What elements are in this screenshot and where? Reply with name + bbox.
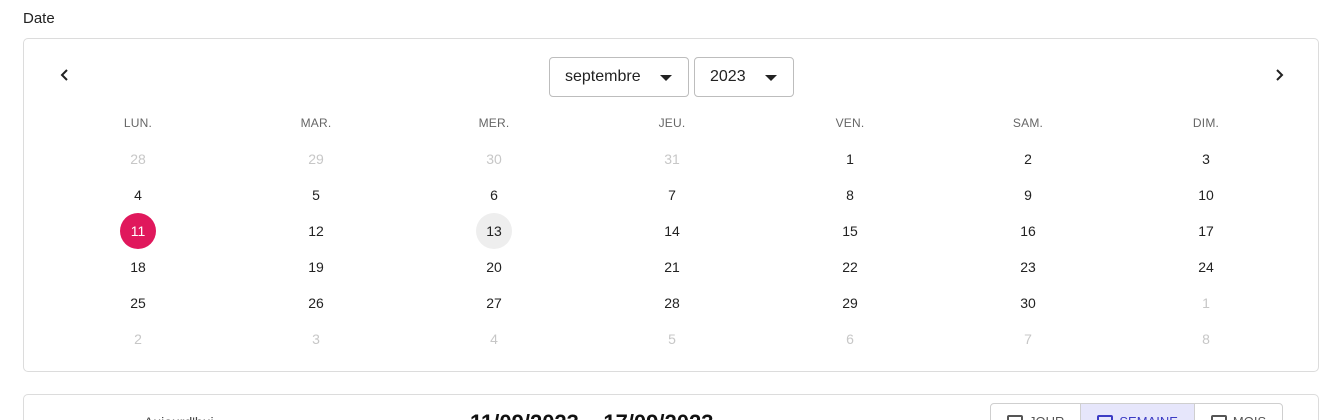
day-cell[interactable]: 17 — [1198, 223, 1214, 239]
next-month-button[interactable] — [1265, 61, 1293, 89]
day-cell[interactable]: 2 — [1024, 151, 1032, 167]
caret-down-icon — [765, 75, 777, 81]
day-cell[interactable]: 27 — [486, 295, 502, 311]
weekday-label: VEN. — [835, 116, 865, 130]
view-month-label: MOIS — [1233, 414, 1266, 420]
date-calendar: septembre 2023 LUN. MAR. MER. JEU. VEN. SAM. D… — [23, 38, 1319, 372]
day-cell-outside-month[interactable]: 5 — [668, 331, 676, 347]
day-cell-outside-month[interactable]: 30 — [486, 151, 502, 167]
view-week-button[interactable]: SEMAINE — [1081, 404, 1195, 420]
previous-week-button[interactable]: ‹ — [46, 413, 52, 420]
weekday-label: DIM. — [1192, 116, 1220, 130]
day-cell[interactable]: 22 — [842, 259, 858, 275]
previous-month-button[interactable] — [51, 61, 79, 89]
day-cell[interactable]: 21 — [664, 259, 680, 275]
day-cell[interactable]: 23 — [1020, 259, 1036, 275]
day-cell[interactable]: 15 — [842, 223, 858, 239]
day-cell[interactable]: 30 — [1020, 295, 1036, 311]
day-cell[interactable]: 4 — [134, 187, 142, 203]
day-cell-today[interactable]: 13 — [476, 213, 512, 249]
month-select-value: septembre — [565, 68, 641, 85]
view-day-label: JOUR — [1029, 414, 1064, 420]
day-cell[interactable]: 5 — [312, 187, 320, 203]
year-select[interactable]: 2023 — [694, 57, 794, 97]
weekday-label: SAM. — [1012, 116, 1044, 130]
day-cell[interactable]: 26 — [308, 295, 324, 311]
day-cell-outside-month[interactable]: 7 — [1024, 331, 1032, 347]
day-cell[interactable]: 28 — [664, 295, 680, 311]
day-cell[interactable]: 8 — [846, 187, 854, 203]
day-cell-outside-month[interactable]: 31 — [664, 151, 680, 167]
day-cell[interactable]: 7 — [668, 187, 676, 203]
weekday-label: JEU. — [658, 116, 686, 130]
day-cell-outside-month[interactable]: 4 — [490, 331, 498, 347]
day-cell[interactable]: 24 — [1198, 259, 1214, 275]
day-cell[interactable]: 14 — [664, 223, 680, 239]
caret-down-icon — [660, 75, 672, 81]
weekday-label: MAR. — [300, 116, 332, 130]
day-cell[interactable]: 6 — [490, 187, 498, 203]
view-week-label: SEMAINE — [1119, 414, 1178, 420]
day-cell[interactable]: 3 — [1202, 151, 1210, 167]
day-cell-outside-month[interactable]: 8 — [1202, 331, 1210, 347]
day-cell-outside-month[interactable]: 6 — [846, 331, 854, 347]
date-range-title: 11/09/2023 – 17/09/2023 — [470, 410, 713, 420]
day-cell[interactable]: 9 — [1024, 187, 1032, 203]
day-cell-outside-month[interactable]: 1 — [1202, 295, 1210, 311]
day-cell-outside-month[interactable]: 28 — [130, 151, 146, 167]
calendar-day-icon — [1007, 415, 1023, 420]
day-cell[interactable]: 12 — [308, 223, 324, 239]
calendar-week-icon — [1097, 415, 1114, 420]
day-cell[interactable]: 29 — [842, 295, 858, 311]
calendar-month-icon — [1210, 415, 1227, 420]
month-select[interactable]: septembre — [549, 57, 689, 97]
view-day-button[interactable]: JOUR — [991, 404, 1082, 420]
weekday-label: MER. — [478, 116, 510, 130]
day-cell-outside-month[interactable]: 2 — [134, 331, 142, 347]
day-cell[interactable]: 18 — [130, 259, 146, 275]
day-cell[interactable]: 16 — [1020, 223, 1036, 239]
day-cell[interactable]: 10 — [1198, 187, 1214, 203]
day-cell[interactable]: 19 — [308, 259, 324, 275]
day-cell-outside-month[interactable]: 3 — [312, 331, 320, 347]
view-switcher: JOUR SEMAINE MOIS — [990, 403, 1284, 420]
next-week-button[interactable]: › — [84, 413, 90, 420]
day-cell-outside-month[interactable]: 29 — [308, 151, 324, 167]
view-month-button[interactable]: MOIS — [1195, 404, 1282, 420]
day-cell[interactable]: 25 — [130, 295, 146, 311]
today-button[interactable]: Aujourd'hui — [144, 414, 214, 420]
weekday-label: LUN. — [123, 116, 153, 130]
field-label: Date — [23, 10, 55, 27]
day-cell-selected[interactable]: 11 — [120, 213, 156, 249]
chevron-right-icon — [1276, 69, 1284, 81]
day-cell[interactable]: 1 — [846, 151, 854, 167]
day-cell[interactable]: 20 — [486, 259, 502, 275]
year-select-value: 2023 — [710, 68, 746, 85]
chevron-left-icon — [60, 69, 68, 81]
calendar-toolbar: ‹ › Aujourd'hui 11/09/2023 – 17/09/2023 … — [23, 394, 1319, 420]
